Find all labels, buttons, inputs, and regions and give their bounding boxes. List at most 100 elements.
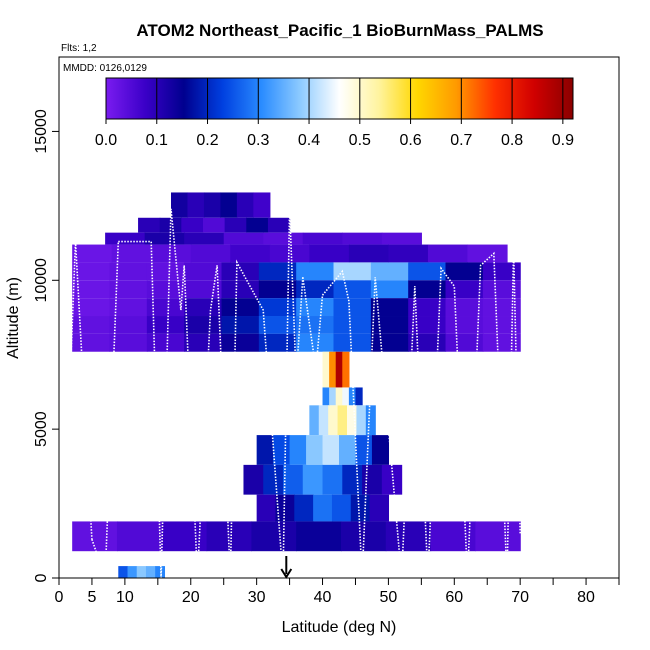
flight-track [506,250,521,579]
heatmap-cell [381,464,403,495]
heatmap-cell [365,405,376,436]
heatmap-cell [251,521,297,552]
heatmap-cell [146,333,185,352]
colorbar-tick-label: 0.8 [501,132,523,149]
x-axis-label: Latitude (deg N) [282,619,397,636]
y-tick-label: 5000 [33,411,50,447]
heatmap-cell [370,316,409,334]
heatmap-cell [256,494,277,522]
heatmap-cell [190,244,231,263]
heatmap-cell [109,298,148,317]
heatmap-cell [475,521,521,552]
heatmap-cell [105,232,146,245]
flights-note: Flts: 1,2 [61,43,97,54]
heatmap-cell [109,316,148,334]
heatmap-cell [370,298,409,317]
heatmap-cell [333,262,372,281]
heatmap-cell [322,435,340,465]
heatmap-cell [309,244,350,263]
heatmap-cell [146,280,185,299]
flight-track [427,266,469,579]
heatmap-cell [116,521,163,552]
heatmap-cell [322,387,330,406]
heatmap-cell [111,244,152,263]
heatmap-cell [72,521,118,552]
heatmap-cell [333,298,372,317]
heatmap-cell [146,298,185,317]
heatmap-cell [221,316,260,334]
flight-track [61,241,77,579]
heatmap-cell [221,298,260,317]
colorbar-tick-label: 0.0 [95,132,117,149]
heatmap-cell [184,280,223,299]
heatmap-cell [445,316,484,334]
heatmap-cell [283,464,304,495]
heatmap-cell [223,232,264,245]
heatmap-cell [184,316,223,334]
heatmap-cell [302,232,343,245]
heatmap-cell [256,435,274,465]
flight-tracks [61,208,521,579]
heatmap-cell [335,387,343,406]
colorbar-ticks: 0.0 0.1 0.2 0.3 0.4 0.5 0.6 0.7 0.8 0.9 [95,78,574,149]
heatmap-cell [350,494,371,522]
heatmap-cell [146,262,185,281]
latitude-arrow-marker [280,556,293,579]
heatmap-cell [263,464,284,495]
heatmap-cell [329,351,337,388]
heatmap-cell [144,232,185,245]
heatmap-cell [171,192,189,218]
heatmap-cell [151,244,192,263]
heatmap-cell [356,405,367,436]
x-tick-label: 70 [511,589,529,606]
heatmap-cell [72,333,111,352]
colorbar-tick-label: 0.6 [399,132,421,149]
heatmap-cell [302,464,324,495]
heatmap-cell [273,435,291,465]
flight-track [229,259,284,579]
heatmap-cell [328,405,339,436]
heatmap-cell [72,298,111,317]
x-tick-label: 60 [445,589,463,606]
heatmap-cell [221,262,260,281]
flight-track [91,241,120,579]
chart-title: ATOM2 Northeast_Pacific_1 BioBurnMass_PA… [136,21,543,40]
heatmap-cell [337,405,348,436]
heatmap-cell [296,262,335,281]
heatmap-cell [342,232,383,245]
heatmap-cell [267,217,291,233]
heatmap-cell [296,280,335,299]
heatmap-cell [445,262,484,281]
heatmap-cell [118,566,129,578]
heatmap-cell [230,244,271,263]
heatmap-cell [309,405,320,436]
x-tick-label: 10 [116,589,134,606]
heatmap-cell [184,262,223,281]
heatmap-cell [72,244,113,263]
heatmap-cell [253,192,271,218]
heatmap-cell [331,494,352,522]
heatmap-cell [408,316,447,334]
heatmap-cell [203,192,222,218]
heatmap-cell [482,333,521,352]
heatmap-cell [109,280,148,299]
heatmap-cell [220,192,238,218]
flight-track [282,208,304,579]
flight-track [302,277,324,370]
heatmap-cell [72,280,111,299]
heatmap-cell [318,405,329,436]
colorbar-tick-label: 0.2 [196,132,218,149]
heatmap-cell [408,298,447,317]
heatmap-cell [243,464,264,495]
heatmap-cell [339,435,357,465]
heatmap-cell [236,192,254,218]
heatmap-cell [342,387,350,406]
x-tick-label: 80 [577,589,595,606]
x-tick-label: 20 [182,589,200,606]
heatmap-cells [72,192,521,578]
heatmap-cell [258,262,297,281]
heatmap-cell [329,387,337,406]
heatmap-cell [482,262,521,281]
heatmap-cell [322,464,343,495]
